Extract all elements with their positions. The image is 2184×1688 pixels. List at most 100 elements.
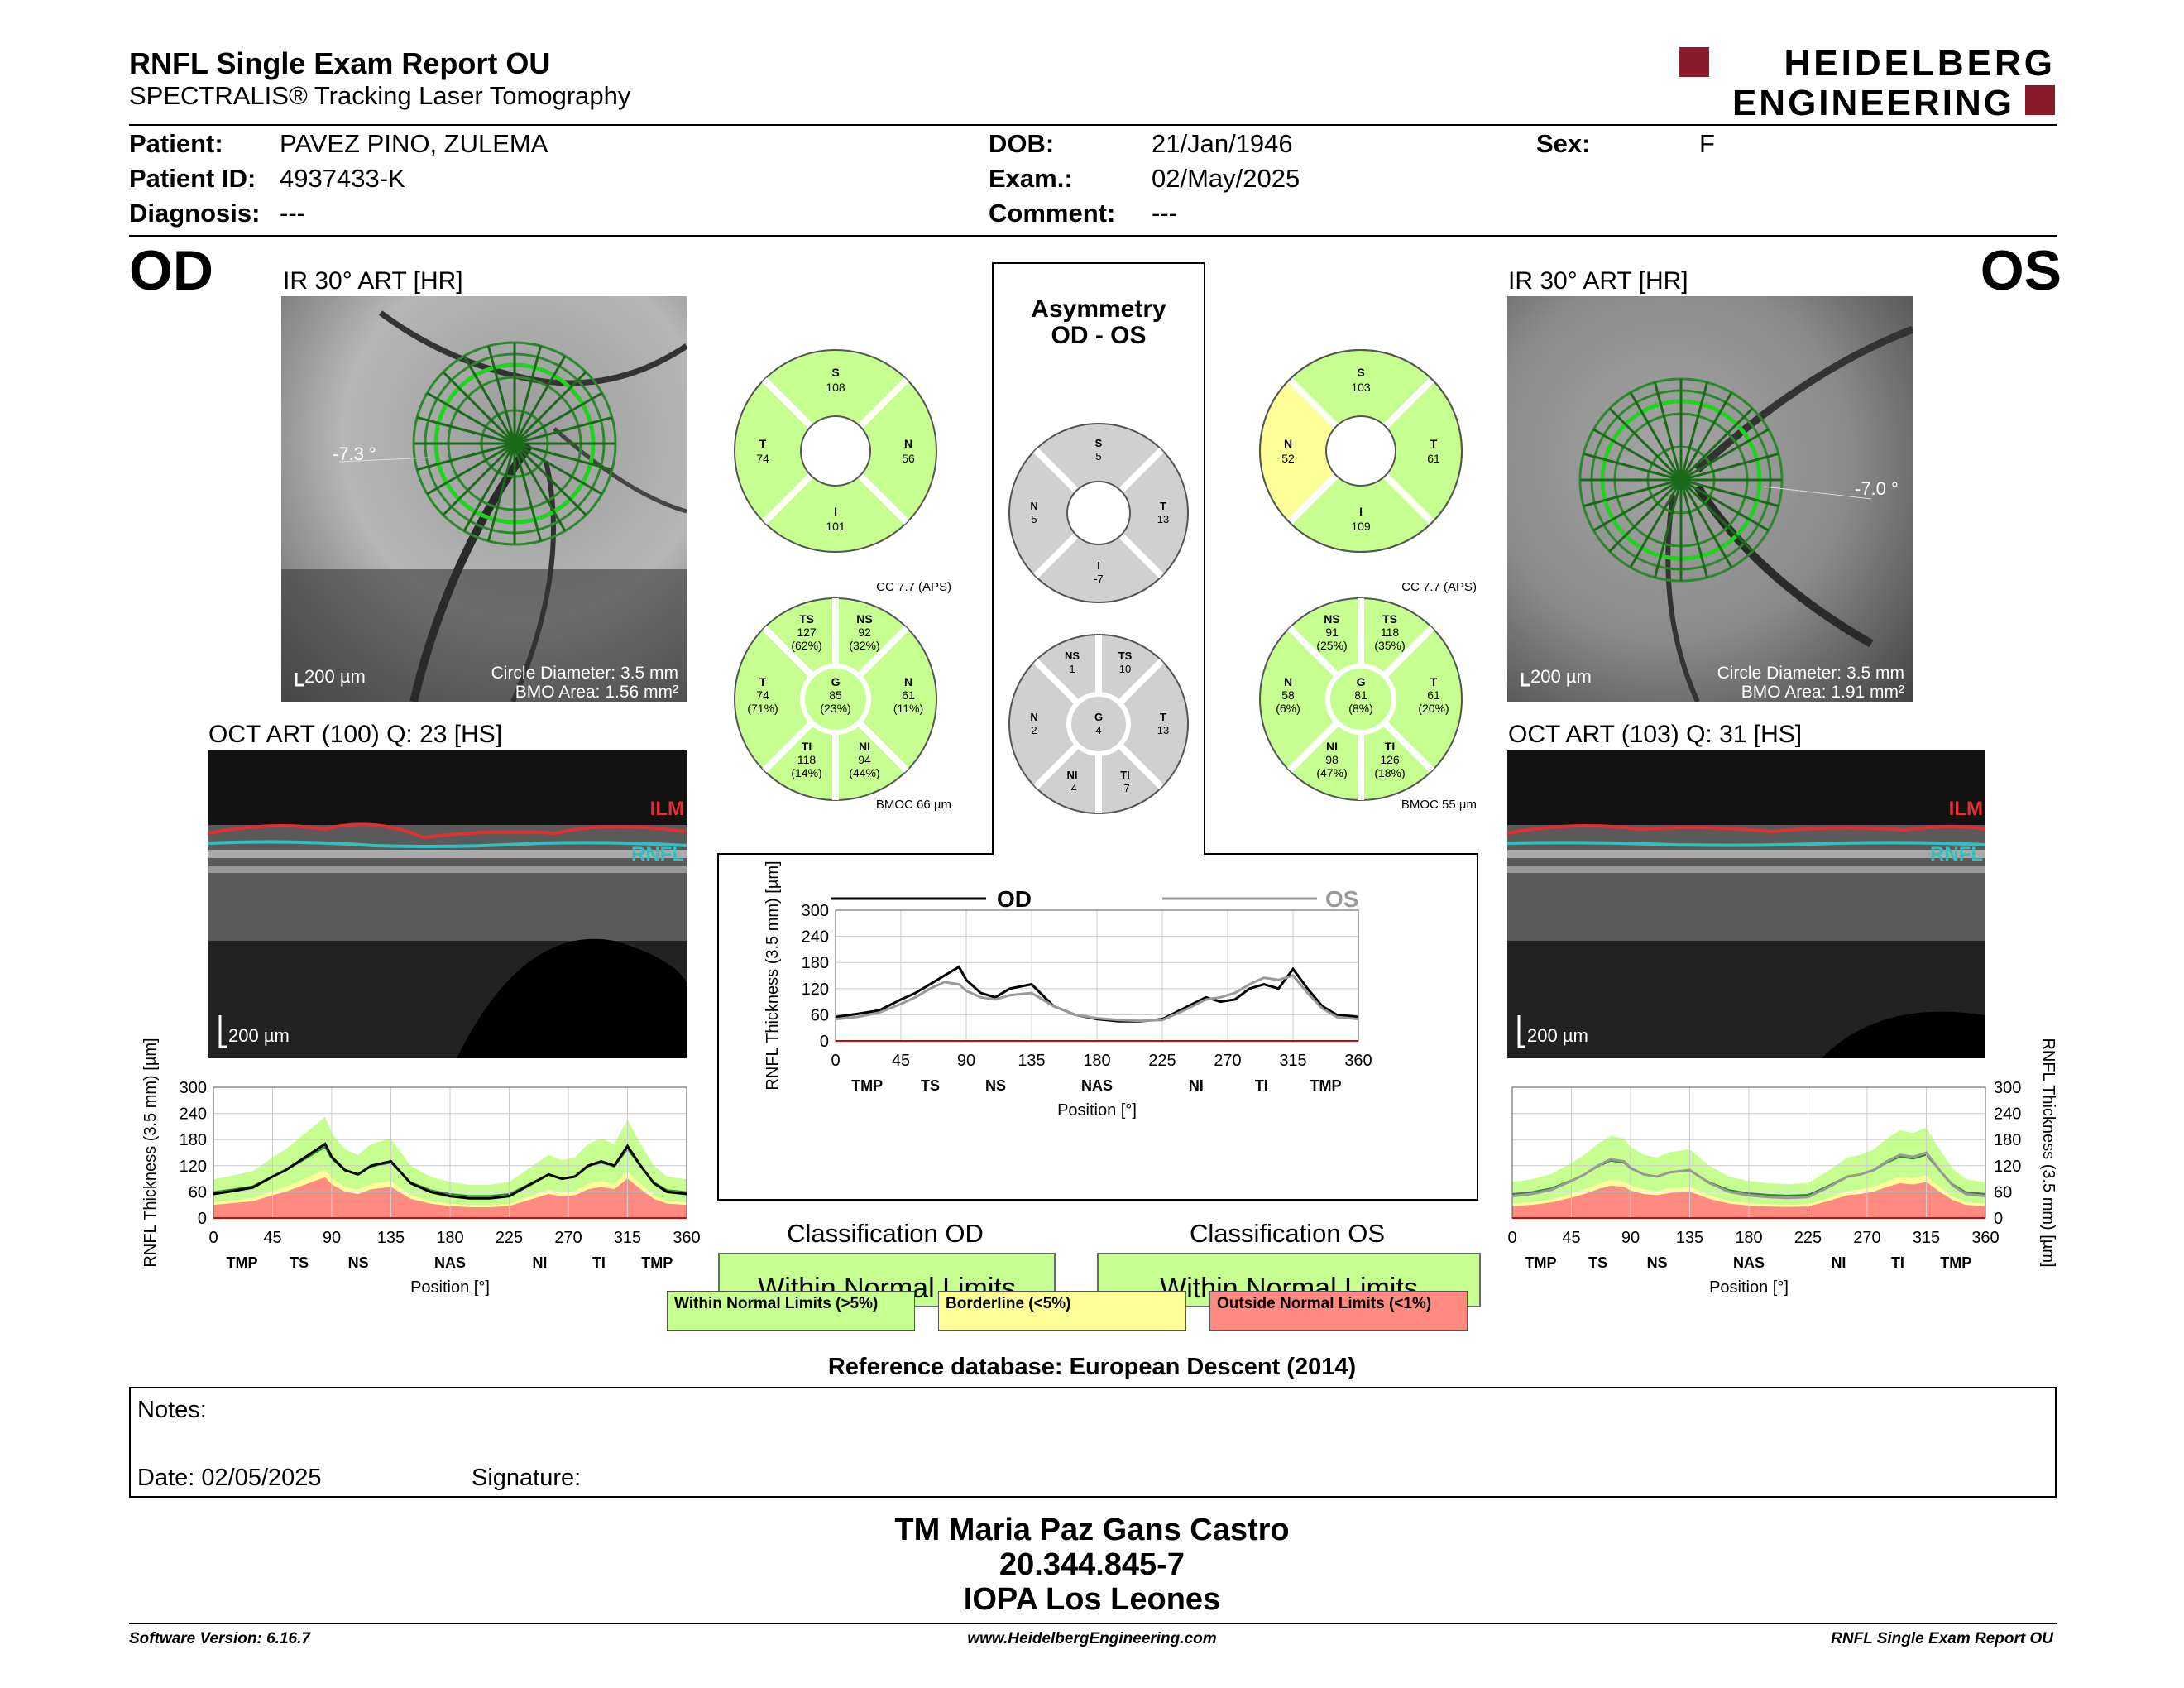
- x-tick-label: 360: [1971, 1229, 1999, 1247]
- x-tick-label: 0: [831, 1052, 840, 1070]
- svg-text:BMO Area: 1.91 mm²: BMO Area: 1.91 mm²: [1741, 683, 1904, 702]
- sector-label: NS: [985, 1077, 1006, 1094]
- x-tick-label: 270: [1853, 1229, 1880, 1247]
- scan-spoke: [1679, 381, 1709, 481]
- sector-label: TMP: [1940, 1254, 1971, 1271]
- svg-text:10: 10: [1119, 663, 1131, 675]
- sector-label: TMP: [1525, 1254, 1557, 1271]
- scan-spoke: [1680, 452, 1779, 482]
- sector-label: NS: [1647, 1254, 1668, 1271]
- svg-text:(71%): (71%): [747, 702, 778, 715]
- svg-text:13: 13: [1157, 513, 1169, 525]
- x-tick-label: 90: [1621, 1229, 1640, 1247]
- svg-text:Asymmetry: Asymmetry: [1031, 295, 1166, 323]
- os-quad-sectors: S 103 N 52 T 61 I 109: [1259, 349, 1463, 553]
- scan-spoke: [513, 443, 567, 532]
- svg-text:(14%): (14%): [791, 766, 821, 779]
- svg-text:T: T: [759, 675, 767, 688]
- classification-od-title: Classification OD: [787, 1219, 984, 1248]
- dob: 21/Jan/1946: [1152, 129, 1293, 158]
- svg-text:N: N: [1284, 675, 1292, 688]
- svg-text:200 µm: 200 µm: [228, 1025, 290, 1046]
- svg-text:58: 58: [1281, 688, 1295, 702]
- y-axis-label: RNFL Thickness (3.5 mm) [µm]: [764, 861, 782, 1090]
- sector-label: NAS: [1081, 1077, 1113, 1094]
- scan-spoke: [1583, 452, 1682, 482]
- sector-label: TI: [1891, 1254, 1904, 1271]
- svg-text:61: 61: [1427, 688, 1440, 702]
- svg-text:OS: OS: [1325, 886, 1358, 912]
- scan-spoke: [1583, 478, 1682, 508]
- scan-spoke: [1679, 391, 1733, 481]
- scan-spoke: [514, 415, 613, 445]
- diagnosis: ---: [280, 199, 305, 228]
- svg-text:127: 127: [797, 626, 817, 639]
- scan-spoke: [513, 355, 567, 444]
- svg-text:200 µm: 200 µm: [304, 666, 366, 687]
- scan-spoke: [1653, 479, 1683, 578]
- svg-text:N: N: [904, 437, 912, 450]
- svg-text:-7.3 °: -7.3 °: [333, 444, 376, 464]
- svg-text:S: S: [831, 366, 839, 379]
- sector-label: TI: [592, 1254, 606, 1271]
- svg-text:TI: TI: [802, 740, 812, 753]
- svg-text:T: T: [1430, 437, 1438, 450]
- y-tick-label: 120: [180, 1158, 207, 1176]
- scan-spoke: [1680, 478, 1770, 532]
- svg-text:81: 81: [1354, 688, 1367, 702]
- svg-text:4: 4: [1095, 724, 1101, 736]
- svg-text:74: 74: [756, 688, 769, 702]
- os-ir-title: IR 30° ART [HR]: [1508, 267, 1688, 295]
- svg-text:T: T: [759, 437, 767, 450]
- y-axis-label: RNFL Thickness (3.5 mm) [µm]: [2039, 1038, 2057, 1267]
- svg-text:(23%): (23%): [820, 702, 850, 715]
- svg-text:(62%): (62%): [791, 639, 821, 652]
- svg-text:118: 118: [797, 753, 817, 766]
- notes-date: Date: 02/05/2025: [137, 1465, 322, 1491]
- svg-text:-7: -7: [1120, 782, 1130, 794]
- scan-spoke: [416, 415, 515, 445]
- sector-label: TS: [1588, 1254, 1607, 1271]
- svg-text:N: N: [1030, 500, 1037, 512]
- scan-spoke: [462, 443, 516, 532]
- svg-text:13: 13: [1157, 724, 1169, 736]
- x-tick-label: 225: [496, 1229, 523, 1247]
- scan-spoke: [416, 442, 515, 472]
- svg-text:-7.0 °: -7.0 °: [1855, 478, 1899, 499]
- svg-text:S: S: [1357, 366, 1364, 379]
- svg-text:T: T: [1160, 711, 1166, 723]
- svg-text:91: 91: [1325, 626, 1339, 639]
- x-axis-label: Position [°]: [1709, 1278, 1789, 1297]
- y-tick-label: 180: [180, 1131, 207, 1149]
- series-line-od: [213, 1142, 687, 1200]
- svg-text:T: T: [1160, 500, 1166, 512]
- svg-text:I: I: [1097, 559, 1100, 572]
- scan-spoke: [426, 391, 515, 445]
- svg-text:I: I: [834, 505, 837, 518]
- sector-label: TMP: [641, 1254, 673, 1271]
- scan-spoke: [1679, 479, 1733, 568]
- svg-text:ENGINEERING: ENGINEERING: [1732, 83, 2014, 118]
- x-tick-label: 90: [323, 1229, 341, 1247]
- sector-label: TMP: [851, 1077, 883, 1094]
- signature-label: Signature:: [472, 1465, 582, 1491]
- svg-text:NS: NS: [1065, 650, 1080, 662]
- x-tick-label: 360: [1344, 1052, 1372, 1070]
- scan-spoke: [514, 442, 603, 496]
- os-oct-title: OCT ART (103) Q: 31 [HS]: [1508, 721, 1803, 748]
- x-tick-label: 135: [1018, 1052, 1045, 1070]
- x-tick-label: 270: [1214, 1052, 1241, 1070]
- x-tick-label: 0: [1507, 1229, 1516, 1247]
- svg-text:NS: NS: [1324, 612, 1339, 626]
- svg-text:(32%): (32%): [849, 639, 879, 652]
- x-tick-label: 45: [1562, 1229, 1580, 1247]
- y-tick-label: 120: [802, 981, 829, 999]
- svg-text:61: 61: [902, 688, 915, 702]
- x-axis-label: Position [°]: [410, 1278, 490, 1297]
- scan-spoke: [513, 443, 543, 542]
- legend-normal: Within Normal Limits (>5%): [667, 1291, 915, 1331]
- signer-name: TM Maria Paz Gans Castro: [894, 1513, 1290, 1547]
- sector-label: TS: [921, 1077, 940, 1094]
